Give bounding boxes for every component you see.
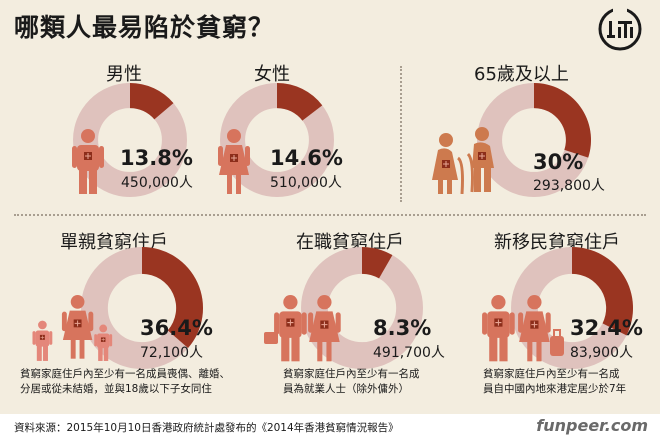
note-line: 員為就業人士（除外傭外） [283, 383, 409, 395]
footer: 資料來源：2015年10月10日香港政府統計處發布的《2014年香港貧窮情況報告… [0, 414, 660, 440]
patch-mark [442, 160, 450, 168]
female-figure-icon [218, 129, 250, 194]
donut-chart [300, 246, 424, 370]
donut-share-slice [142, 247, 203, 349]
group-count: 491,700人 [373, 345, 445, 361]
group-percent: 8.3% [373, 316, 432, 340]
man-figure [32, 320, 53, 361]
donut-chart [477, 83, 591, 197]
donut-share-slice [572, 247, 633, 336]
woman-figure [308, 295, 341, 362]
man-figure [94, 324, 113, 361]
group-count: 83,900人 [570, 345, 633, 361]
group-count: 450,000人 [121, 175, 193, 191]
group-label: 在職貧窮住戶 [296, 232, 404, 253]
source-note: 資料來源：2015年10月10日香港政府統計處發布的《2014年香港貧窮情況報告… [14, 422, 399, 434]
elder-woman-figure [432, 133, 464, 194]
group-percent: 14.6% [270, 146, 343, 170]
patch-mark [530, 320, 539, 329]
note-line: 貧窮家庭住戶內至少有一名成 [283, 368, 420, 380]
patch-mark [84, 152, 92, 160]
working-couple-icon [264, 295, 341, 362]
group-count: 510,000人 [270, 175, 342, 191]
donut-share-slice [362, 247, 393, 279]
group-percent: 13.8% [120, 146, 193, 170]
patch-mark [494, 318, 503, 327]
note-line: 分居或從未結婚，並與18歲以下子女同住 [20, 383, 212, 395]
woman-figure [218, 129, 250, 194]
page-title: 哪類人最易陷於貧窮？ [14, 13, 275, 42]
donut-chart [80, 246, 204, 370]
elder-man-figure [466, 127, 494, 193]
patch-mark [286, 318, 295, 327]
group-label: 新移民貧窮住戶 [494, 232, 620, 253]
publisher-logo [598, 7, 642, 51]
patch-mark [39, 334, 45, 340]
man-figure [482, 295, 515, 362]
group-count: 72,100人 [140, 345, 203, 361]
group-note: 貧窮家庭住戶內至少有一名成 員自中國內地來港定居少於7年 [483, 367, 626, 397]
group-count: 293,800人 [533, 178, 605, 194]
donut-share-slice [277, 83, 323, 121]
group-label: 女性 [254, 64, 290, 85]
donut-share-slice [534, 83, 591, 158]
briefcase-icon [264, 332, 278, 344]
group-label: 男性 [106, 64, 142, 85]
patch-mark [478, 152, 486, 160]
section-divider-vertical [400, 66, 402, 202]
elderly-couple-icon [432, 127, 494, 194]
man-figure [274, 295, 307, 362]
group-label: 65歲及以上 [474, 64, 569, 85]
woman-figure [518, 295, 551, 362]
luggage-icon [550, 329, 564, 356]
group-note: 貧窮家庭住戶內至少有一名成員喪偶、離婚、 分居或從未結婚，並與18歲以下子女同住 [20, 367, 230, 397]
group-percent: 30% [533, 150, 584, 174]
patch-mark [320, 320, 329, 329]
note-line: 貧窮家庭住戶內至少有一名成員喪偶、離婚、 [20, 368, 230, 380]
woman-figure [61, 294, 94, 359]
note-line: 員自中國內地來港定居少於7年 [483, 383, 627, 395]
man-figure [72, 129, 104, 194]
group-note: 貧窮家庭住戶內至少有一名成 員為就業人士（除外傭外） [283, 367, 420, 397]
male-figure-icon [72, 129, 104, 194]
section-divider-horizontal [14, 214, 646, 216]
patch-mark [100, 337, 106, 342]
patch-mark [73, 319, 82, 328]
note-line: 貧窮家庭住戶內至少有一名成 [483, 368, 620, 380]
donut-chart [510, 246, 634, 370]
donut-share-slice [130, 83, 174, 120]
single-parent-family-icon [32, 294, 113, 361]
group-percent: 36.4% [140, 316, 213, 340]
watermark: funpeer.com [536, 416, 648, 435]
group-percent: 32.4% [570, 316, 643, 340]
patch-mark [230, 154, 238, 162]
new-arrival-couple-icon [482, 295, 564, 362]
